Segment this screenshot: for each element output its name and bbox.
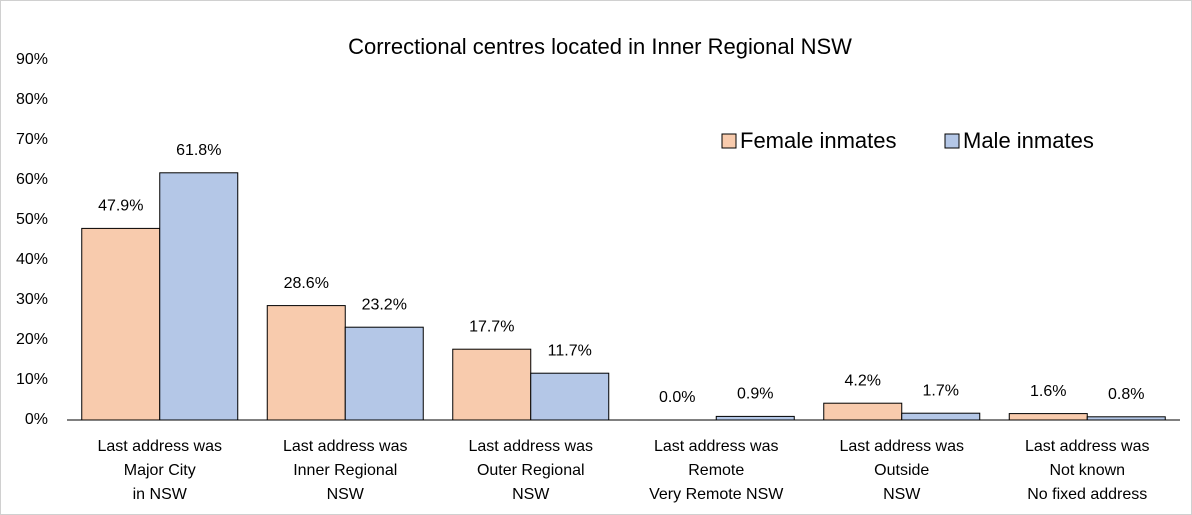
x-tick-label: Outer Regional: [477, 462, 585, 479]
bar: [823, 402, 903, 421]
bar: [344, 326, 424, 421]
x-tick-label: Last address was: [1025, 438, 1150, 455]
bar: [159, 172, 239, 421]
data-label: 23.2%: [362, 296, 407, 313]
x-tick-label: Last address was: [654, 438, 779, 455]
x-tick-label: Very Remote NSW: [649, 486, 784, 503]
x-tick-label: in NSW: [133, 486, 188, 503]
y-tick-label: 50%: [16, 211, 48, 228]
data-label: 0.8%: [1108, 386, 1144, 403]
bar: [266, 305, 346, 421]
data-label: 11.7%: [548, 342, 592, 359]
y-tick-label: 60%: [16, 171, 48, 188]
legend-label: Male inmates: [963, 128, 1094, 153]
y-tick-label: 80%: [16, 91, 48, 108]
y-tick-label: 40%: [16, 251, 48, 268]
bar: [530, 372, 610, 421]
y-tick-label: 30%: [16, 291, 48, 308]
x-tick-label: Remote: [688, 462, 744, 479]
x-tick-label: NSW: [883, 486, 921, 503]
bar: [715, 415, 795, 421]
bar: [1008, 413, 1088, 421]
data-label: 61.8%: [176, 142, 221, 159]
x-tick-label: Outside: [874, 462, 929, 479]
chart-title: Correctional centres located in Inner Re…: [348, 34, 852, 59]
data-label: 1.7%: [923, 382, 959, 399]
data-label: 0.9%: [737, 386, 773, 403]
bar: [81, 227, 161, 421]
y-tick-label: 90%: [16, 51, 48, 68]
bar: [901, 412, 981, 421]
legend-swatch: [944, 133, 960, 149]
x-tick-label: Inner Regional: [293, 462, 397, 479]
y-tick-label: 10%: [16, 371, 48, 388]
data-label: 1.6%: [1030, 383, 1066, 400]
x-tick-label: No fixed address: [1027, 486, 1147, 503]
legend-label: Female inmates: [740, 128, 897, 153]
data-label: 47.9%: [98, 198, 143, 215]
y-tick-label: 0%: [25, 411, 48, 428]
x-tick-label: Last address was: [468, 438, 593, 455]
x-tick-label: Not known: [1049, 462, 1125, 479]
x-tick-label: Major City: [124, 462, 196, 479]
bar: [452, 348, 532, 421]
data-label: 28.6%: [284, 275, 329, 292]
x-tick-label: Last address was: [283, 438, 408, 455]
x-tick-label: NSW: [512, 486, 550, 503]
x-tick-label: Last address was: [97, 438, 222, 455]
data-label: 17.7%: [469, 318, 514, 335]
x-tick-label: NSW: [327, 486, 365, 503]
legend-swatch: [721, 133, 737, 149]
y-tick-label: 70%: [16, 131, 48, 148]
x-tick-label: Last address was: [839, 438, 964, 455]
data-label: 0.0%: [659, 389, 695, 406]
data-label: 4.2%: [845, 372, 881, 389]
y-tick-label: 20%: [16, 331, 48, 348]
